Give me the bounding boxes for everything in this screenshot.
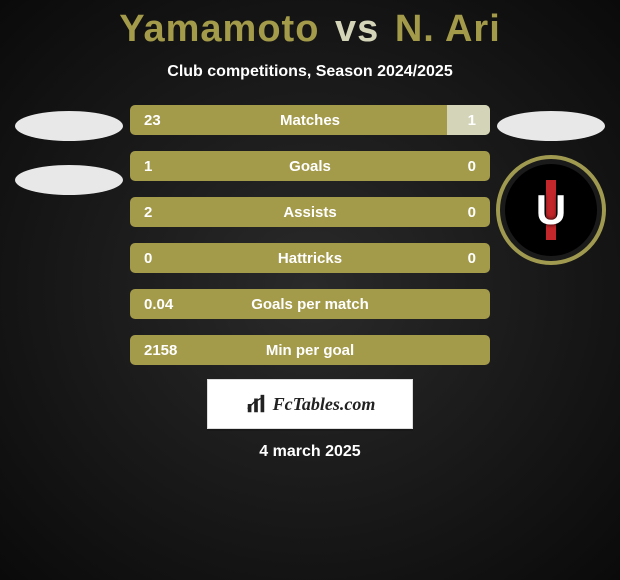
stat-row: 0.04Goals per match [130, 289, 490, 319]
stat-row: 23Matches1 [130, 105, 490, 135]
stat-value-right: 0 [468, 158, 476, 175]
right-side: U [490, 105, 612, 265]
comparison-container: Yamamoto vs N. Ari Club competitions, Se… [0, 0, 620, 580]
middle-section: 23Matches11Goals02Assists00Hattricks00.0… [0, 105, 620, 365]
fctables-badge[interactable]: FcTables.com [207, 379, 413, 429]
stat-label: Goals [130, 158, 490, 175]
chart-icon [245, 393, 267, 415]
stat-row: 2158Min per goal [130, 335, 490, 365]
page-title: Yamamoto vs N. Ari [119, 8, 501, 51]
club-badge-inner: U [505, 164, 597, 256]
stat-value-right: 1 [468, 112, 476, 129]
stat-row: 1Goals0 [130, 151, 490, 181]
date-text: 4 march 2025 [259, 443, 360, 461]
stat-row: 2Assists0 [130, 197, 490, 227]
club-badge-letter: U [536, 186, 566, 234]
player1-name: Yamamoto [119, 8, 319, 50]
stat-row: 0Hattricks0 [130, 243, 490, 273]
left-side [8, 105, 130, 219]
stat-label: Goals per match [130, 296, 490, 313]
subtitle: Club competitions, Season 2024/2025 [167, 63, 452, 81]
stat-label: Min per goal [130, 342, 490, 359]
stat-value-right: 0 [468, 204, 476, 221]
stat-label: Hattricks [130, 250, 490, 267]
player2-club-badge: U [496, 155, 606, 265]
player2-name: N. Ari [395, 8, 501, 50]
vs-text: vs [335, 8, 379, 50]
stat-label: Matches [130, 112, 490, 129]
player1-club-placeholder [15, 165, 123, 195]
stat-value-right: 0 [468, 250, 476, 267]
stats-panel: 23Matches11Goals02Assists00Hattricks00.0… [130, 105, 490, 365]
player2-avatar-placeholder [497, 111, 605, 141]
fctables-text: FcTables.com [273, 394, 376, 415]
player1-avatar-placeholder [15, 111, 123, 141]
stat-label: Assists [130, 204, 490, 221]
